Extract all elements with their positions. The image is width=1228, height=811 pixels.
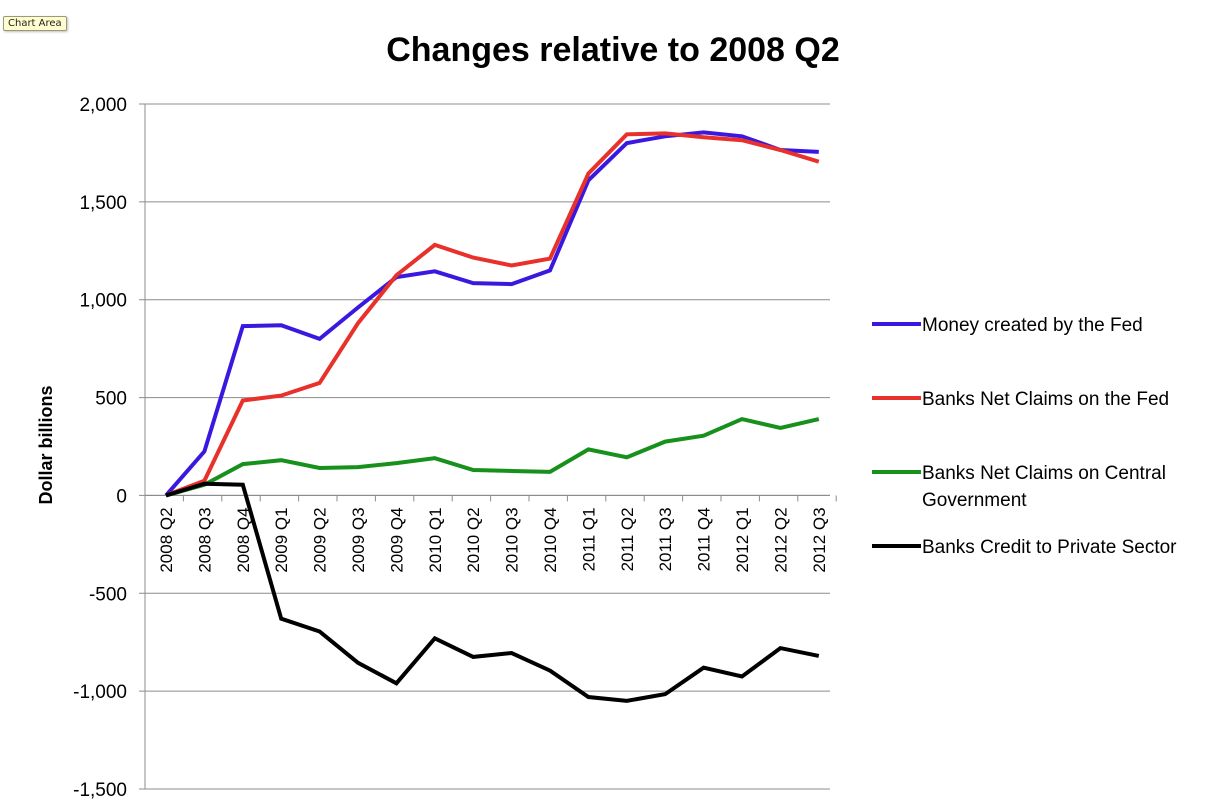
y-tick-label: 1,500: [79, 193, 127, 214]
series-line: [164, 130, 819, 497]
legend-item-3: Banks Net Claims on Central Government: [872, 463, 1166, 511]
legend-label: Government: [922, 490, 1027, 511]
legend-label: Banks Net Claims on Central: [922, 463, 1166, 484]
y-axis-ticks: -1,500 -1,000 -500 0 500 1,000 1,500 2,000: [73, 95, 127, 801]
grid: [139, 103, 830, 790]
x-tick-label: 2009 Q3: [349, 507, 368, 572]
x-tick-label: 2010 Q1: [426, 507, 445, 572]
y-tick-label: -1,000: [73, 682, 127, 703]
series-lines: [164, 130, 820, 703]
chart-title: Changes relative to 2008 Q2: [386, 31, 840, 69]
legend-label: Banks Net Claims on the Fed: [922, 389, 1169, 410]
legend-item-4: Banks Credit to Private Sector: [872, 537, 1177, 558]
series-line: [165, 417, 820, 498]
y-tick-label: 500: [95, 389, 127, 410]
x-tick-label: 2009 Q2: [311, 507, 330, 572]
legend-label: Money created by the Fed: [922, 315, 1143, 336]
y-tick-label: 0: [116, 486, 127, 507]
series-4: [165, 481, 820, 703]
x-tick-label: 2012 Q3: [810, 507, 829, 572]
series-line: [165, 131, 820, 498]
y-tick-label: -500: [89, 584, 127, 605]
y-tick-label: 1,000: [79, 291, 127, 312]
y-tick-label: 2,000: [79, 95, 127, 116]
series-line: [165, 481, 820, 703]
x-tick-label: 2009 Q4: [387, 507, 406, 572]
x-axis-ticks: 2008 Q2 2008 Q3 2008 Q4 2009 Q1 2009 Q2 2009 …: [144, 495, 837, 573]
x-tick-label: 2011 Q4: [695, 507, 714, 571]
axes: [144, 104, 830, 789]
series-1: [164, 130, 819, 497]
x-tick-label: 2010 Q4: [541, 507, 560, 572]
legend-item-2: Banks Net Claims on the Fed: [872, 389, 1169, 410]
x-tick-label: 2008 Q3: [195, 507, 214, 572]
x-tick-label: 2008 Q2: [157, 507, 176, 572]
series-2: [165, 131, 820, 498]
x-tick-label: 2010 Q3: [503, 507, 522, 572]
x-tick-label: 2009 Q1: [272, 507, 291, 572]
x-tick-label: 2008 Q4: [234, 507, 253, 572]
x-tick-label: 2012 Q1: [733, 507, 752, 572]
x-tick-label: 2011 Q3: [656, 507, 675, 571]
chart-area-tooltip: Chart Area: [3, 16, 67, 31]
x-tick-label: 2012 Q2: [771, 507, 790, 572]
x-tick-label: 2010 Q2: [464, 507, 483, 572]
legend-label: Banks Credit to Private Sector: [922, 537, 1177, 558]
y-tick-label: -1,500: [73, 780, 127, 801]
x-tick-label: 2011 Q1: [579, 507, 598, 571]
legend[interactable]: Money created by the Fed Banks Net Claims…: [872, 315, 1177, 558]
legend-item-1: Money created by the Fed: [872, 315, 1143, 336]
x-tick-label: 2011 Q2: [618, 507, 637, 571]
y-axis-label: Dollar billions: [36, 385, 56, 504]
series-3: [165, 417, 820, 498]
